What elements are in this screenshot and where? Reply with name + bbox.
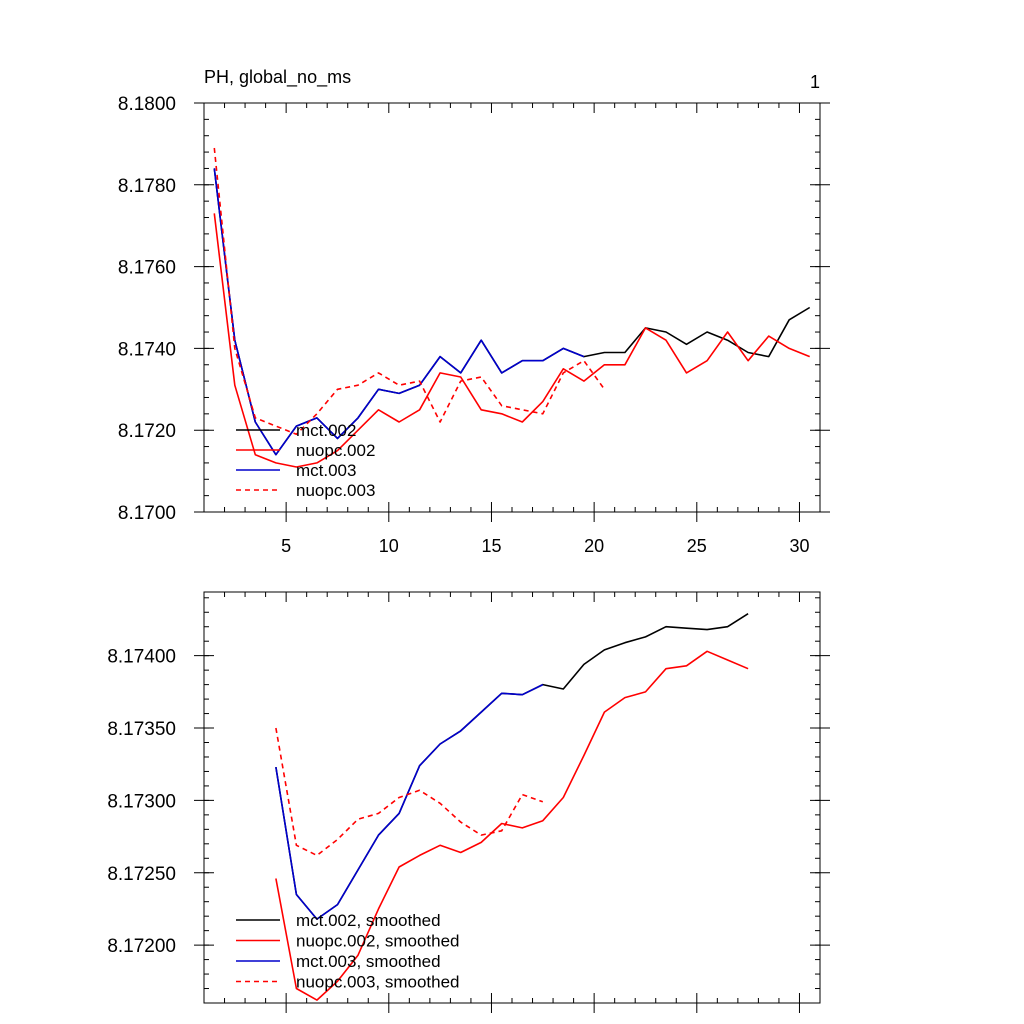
y-tick-label: 8.1700 bbox=[118, 503, 176, 524]
series-line-mct-003 bbox=[213, 168, 585, 456]
y-tick-label: 8.1800 bbox=[118, 94, 176, 115]
legend-label: mct.002 bbox=[296, 421, 356, 440]
series-line-nuopc-003-smoothed bbox=[275, 727, 544, 857]
series-line-mct-003-smoothed bbox=[275, 683, 544, 920]
series-line-nuopc-003 bbox=[213, 147, 606, 436]
legend-label: nuopc.002 bbox=[296, 441, 375, 460]
x-tick-label: 20 bbox=[584, 536, 604, 556]
top-panel: PH, global_no_ms 1 5 10 15 20 25 30 8.1700 8.17… bbox=[118, 67, 830, 556]
x-tick-label: 5 bbox=[281, 536, 291, 556]
y-tick-label: 8.1760 bbox=[118, 258, 176, 279]
legend-label: nuopc.003 bbox=[296, 481, 375, 500]
legend-label: nuopc.003, smoothed bbox=[296, 973, 460, 992]
legend-label: mct.003, smoothed bbox=[296, 952, 441, 971]
y-tick-label: 8.17250 bbox=[107, 864, 176, 885]
series-line-mct-002-smoothed bbox=[275, 613, 749, 920]
bottom-panel: 8.17200 8.17250 8.17300 8.17350 8.17400 mct.0… bbox=[107, 591, 830, 1013]
legend-label: nuopc.002, smoothed bbox=[296, 932, 460, 951]
x-tick-label: 10 bbox=[379, 536, 399, 556]
x-tick-label: 15 bbox=[481, 536, 501, 556]
legend-label: mct.003 bbox=[296, 461, 356, 480]
y-tick-label: 8.17300 bbox=[107, 791, 176, 812]
series-line-mct-002 bbox=[213, 168, 811, 456]
legend-label: mct.002, smoothed bbox=[296, 911, 441, 930]
y-tick-label: 8.1780 bbox=[118, 176, 176, 197]
chart-title: PH, global_no_ms bbox=[204, 67, 351, 88]
y-tick-label: 8.17200 bbox=[107, 936, 176, 957]
series-line-nuopc-002 bbox=[213, 213, 810, 468]
panel-number: 1 bbox=[810, 72, 820, 92]
series-line-nuopc-002-smoothed bbox=[275, 650, 749, 1001]
y-tick-label: 8.1740 bbox=[118, 339, 176, 360]
x-tick-label: 30 bbox=[789, 536, 809, 556]
y-tick-label: 8.1720 bbox=[118, 421, 176, 442]
y-tick-label: 8.17400 bbox=[107, 647, 176, 668]
y-tick-label: 8.17350 bbox=[107, 719, 176, 740]
legend: mct.002, smoothed nuopc.002, smoothedmct.… bbox=[236, 911, 460, 992]
x-tick-label: 25 bbox=[687, 536, 707, 556]
